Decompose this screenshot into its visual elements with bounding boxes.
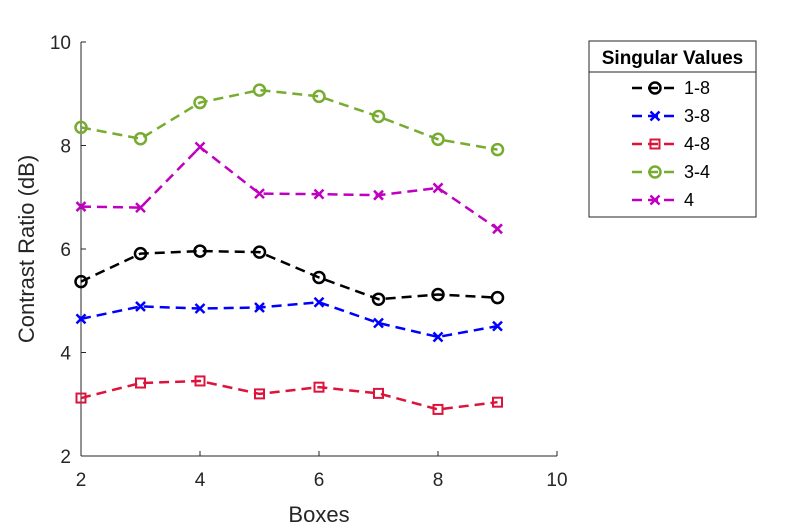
data-point-3-4	[193, 95, 207, 110]
x-tick-label: 8	[433, 470, 444, 491]
data-point-4-8	[135, 377, 146, 389]
data-point-4-8	[254, 388, 265, 400]
legend-item-1-8: 1-8	[632, 78, 710, 98]
legend: Singular Values 1-8 3-8 4-8 3-4 4	[588, 40, 757, 218]
legend-item-3-8: 3-8	[632, 106, 710, 126]
legend-label-1-8: 1-8	[684, 78, 710, 98]
data-point-1-8	[312, 270, 326, 285]
legend-marker-1-8	[648, 81, 662, 95]
legend-items: 1-8 3-8 4-8 3-4 4	[632, 78, 710, 210]
data-point-4-8	[313, 381, 325, 393]
series-line-3-4	[80, 88, 498, 151]
data-point-3-4	[490, 142, 505, 157]
data-point-3-8	[373, 317, 384, 329]
data-point-4	[432, 182, 444, 194]
legend-item-4: 4	[632, 190, 694, 210]
data-point-1-8	[133, 246, 148, 261]
legend-label-3-4: 3-4	[684, 162, 710, 182]
data-point-4	[194, 141, 206, 153]
y-tick-label: 4	[60, 344, 71, 365]
x-tick-label: 6	[314, 470, 325, 491]
data-point-3-8	[254, 302, 265, 313]
data-point-4-8	[75, 392, 87, 404]
legend-item-3-4: 3-4	[632, 162, 710, 182]
x-tick-label: 10	[546, 470, 567, 491]
legend-item-4-8: 4-8	[632, 134, 710, 154]
series-3-8	[75, 296, 503, 343]
series-line-1-8	[80, 249, 498, 301]
x-tick-label: 4	[195, 470, 206, 491]
series-4	[75, 141, 503, 235]
plot-area	[74, 83, 505, 415]
series-1-8	[74, 244, 505, 306]
data-point-1-8	[431, 287, 445, 302]
legend-title: Singular Values	[602, 48, 744, 69]
data-point-4	[492, 223, 503, 235]
data-point-3-8	[492, 320, 503, 332]
data-point-4	[75, 201, 87, 212]
series-4-8	[75, 375, 503, 415]
data-point-1-8	[74, 274, 88, 289]
data-point-3-4	[252, 83, 267, 97]
data-point-4-8	[492, 396, 503, 408]
data-point-1-8	[490, 290, 505, 305]
legend-marker-3-8	[649, 110, 661, 122]
legend-label-4-8: 4-8	[684, 134, 710, 154]
x-tick-label: 2	[76, 470, 87, 491]
data-point-3-4	[431, 132, 445, 147]
data-point-3-4	[371, 109, 386, 124]
data-point-3-4	[74, 120, 88, 135]
y-axis-label: Contrast Ratio (dB)	[14, 155, 39, 343]
y-tick-label: 10	[50, 33, 71, 54]
y-tick-label: 6	[60, 240, 71, 261]
data-point-1-8	[252, 245, 267, 259]
data-point-4	[135, 202, 146, 213]
legend-marker-3-4	[648, 165, 662, 179]
y-tick-label: 2	[60, 447, 71, 468]
legend-label-4: 4	[684, 190, 694, 210]
data-point-3-8	[135, 301, 146, 312]
data-point-1-8	[193, 244, 207, 258]
legend-label-3-8: 3-8	[684, 106, 710, 126]
series-3-4	[74, 83, 505, 157]
y-tick-label: 8	[60, 137, 71, 158]
data-point-4	[373, 189, 384, 201]
series-line-4	[80, 145, 499, 230]
data-point-4	[254, 188, 265, 200]
axes: 2 4 6 8 10 2 4 6 8 10	[50, 33, 568, 491]
legend-box	[588, 40, 757, 218]
data-point-4-8	[432, 403, 444, 415]
data-point-3-4	[312, 89, 326, 104]
data-point-3-8	[75, 313, 87, 325]
data-point-4-8	[194, 375, 206, 387]
data-point-4	[313, 188, 325, 200]
data-point-3-8	[194, 303, 206, 314]
data-point-4-8	[373, 387, 384, 399]
legend-marker-4	[649, 194, 661, 206]
data-point-3-8	[432, 331, 444, 343]
data-point-1-8	[371, 292, 386, 306]
series-line-3-8	[80, 301, 498, 339]
series-line-4-8	[80, 379, 498, 411]
legend-marker-4-8	[649, 138, 661, 150]
x-axis-label: Boxes	[288, 502, 349, 527]
data-point-3-8	[313, 296, 325, 308]
data-point-3-4	[133, 132, 148, 146]
